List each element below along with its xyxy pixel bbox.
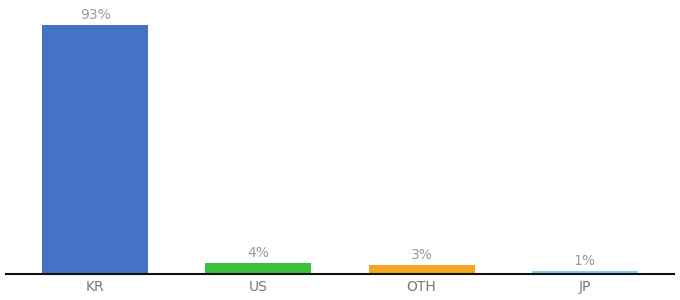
Text: 4%: 4%	[248, 246, 269, 260]
Bar	[532, 271, 638, 274]
Bar	[369, 266, 475, 274]
Text: 1%: 1%	[574, 254, 596, 268]
Text: 3%: 3%	[411, 248, 432, 262]
Bar	[42, 25, 148, 274]
Bar	[205, 263, 311, 274]
Text: 93%: 93%	[80, 8, 111, 22]
